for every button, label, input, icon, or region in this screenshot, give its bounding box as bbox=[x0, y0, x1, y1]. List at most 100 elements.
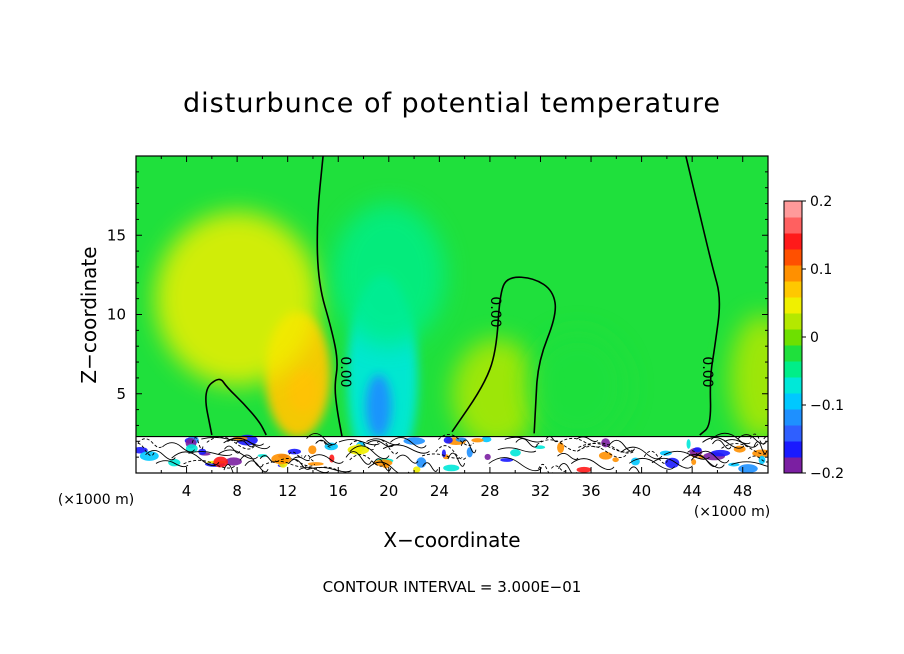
x-tick-label: 16 bbox=[329, 482, 348, 500]
bl-contour bbox=[460, 439, 477, 454]
bl-contour bbox=[515, 438, 538, 448]
bl-contour bbox=[438, 434, 474, 446]
bl-contour bbox=[620, 446, 663, 460]
bl-contour bbox=[137, 438, 163, 449]
bl-contour bbox=[224, 445, 241, 454]
bl-patch bbox=[185, 444, 198, 453]
bl-contour bbox=[488, 457, 543, 472]
zero-contour-3 bbox=[451, 276, 557, 434]
zero-contours bbox=[205, 156, 721, 437]
x-tick-label: 36 bbox=[581, 482, 600, 500]
bl-contour bbox=[315, 440, 333, 448]
bl-patch bbox=[738, 464, 758, 473]
colorbar bbox=[784, 201, 802, 474]
colorbar-swatch bbox=[784, 441, 802, 458]
colorbar-swatch bbox=[784, 249, 802, 266]
bl-contour bbox=[223, 437, 271, 450]
x-unit-right: (×1000 m) bbox=[694, 504, 770, 520]
x-tick-label: 44 bbox=[683, 482, 702, 500]
bl-contour bbox=[731, 461, 768, 467]
colorbar-swatch bbox=[784, 313, 802, 330]
bl-patch bbox=[443, 436, 453, 444]
bl-contour bbox=[191, 437, 204, 450]
bl-patch bbox=[329, 454, 335, 463]
bl-contour bbox=[710, 432, 759, 448]
bl-patch bbox=[510, 449, 521, 457]
boundary-layer-turbulence bbox=[136, 432, 768, 473]
bl-contour bbox=[155, 460, 189, 468]
colorbar-swatch bbox=[784, 265, 802, 282]
colorbar-swatch bbox=[784, 201, 802, 218]
bl-contour bbox=[435, 445, 468, 460]
bl-patch bbox=[686, 439, 691, 449]
bl-contour bbox=[628, 466, 641, 473]
bl-contour bbox=[578, 443, 633, 453]
colorbar-swatch bbox=[784, 457, 802, 474]
bl-contour bbox=[288, 451, 303, 458]
bl-contour bbox=[349, 440, 376, 451]
colorbar-swatch bbox=[784, 345, 802, 362]
bl-contour bbox=[447, 452, 466, 467]
bl-contour bbox=[223, 464, 234, 473]
colorbar-tick-label: 0.2 bbox=[810, 194, 832, 210]
bl-patch bbox=[630, 457, 640, 466]
bl-patch bbox=[441, 449, 446, 458]
colorbar-swatch bbox=[784, 425, 802, 442]
bl-contour bbox=[753, 441, 768, 455]
colorbar-labels: 0.2 0.1 0 −0.1 −0.2 bbox=[802, 194, 844, 482]
bl-contour bbox=[308, 454, 344, 464]
bl-patch bbox=[416, 457, 427, 468]
y-tick-label: 5 bbox=[116, 385, 126, 403]
bl-patch bbox=[443, 464, 460, 472]
bl-contour bbox=[577, 445, 627, 459]
x-tick-label: 28 bbox=[480, 482, 499, 500]
bl-patch bbox=[308, 445, 317, 455]
bl-patch bbox=[307, 462, 324, 466]
bl-contour bbox=[702, 437, 745, 449]
bl-contour bbox=[306, 432, 338, 446]
bl-contour bbox=[162, 442, 195, 453]
bl-contour bbox=[244, 460, 269, 473]
zero-contour-4 bbox=[685, 156, 721, 436]
x-tick-label: 48 bbox=[733, 482, 752, 500]
bl-contour bbox=[338, 439, 380, 446]
bl-contour bbox=[422, 462, 438, 472]
y-tick-label: 15 bbox=[107, 226, 126, 244]
chart-title: disturbunce of potential temperature bbox=[183, 88, 721, 119]
bl-patch bbox=[466, 447, 473, 458]
bl-contour bbox=[559, 437, 603, 448]
bl-patch bbox=[413, 466, 421, 473]
x-tick-label: 20 bbox=[379, 482, 398, 500]
x-tick-label: 40 bbox=[632, 482, 651, 500]
anomaly-warm-49km bbox=[730, 314, 768, 442]
bl-contour bbox=[366, 438, 400, 446]
bl-patch bbox=[728, 462, 740, 467]
bl-contour bbox=[628, 457, 675, 470]
bl-contour bbox=[201, 436, 247, 442]
bl-patch bbox=[347, 445, 370, 455]
anomaly-warm-plume-8km bbox=[154, 211, 320, 386]
bl-contour bbox=[316, 439, 333, 446]
bl-contour bbox=[557, 462, 578, 473]
bl-contour bbox=[206, 436, 255, 450]
bl-contour bbox=[382, 444, 430, 454]
colorbar-tick-label: 0.1 bbox=[810, 262, 832, 278]
bl-contour bbox=[583, 442, 635, 454]
bl-contour bbox=[421, 453, 463, 459]
bl-contour bbox=[497, 447, 537, 453]
bl-patch bbox=[500, 458, 514, 462]
bl-contour bbox=[390, 437, 427, 449]
bl-patch bbox=[481, 436, 492, 443]
bl-contour bbox=[367, 461, 410, 473]
colorbar-swatch bbox=[784, 297, 802, 314]
colorbar-swatch bbox=[784, 217, 802, 234]
bl-contour bbox=[504, 436, 543, 443]
bl-contour bbox=[737, 434, 767, 445]
colorbar-swatch bbox=[784, 377, 802, 394]
bl-contour bbox=[651, 457, 693, 469]
y-axis-ticks: 5 10 15 bbox=[107, 171, 768, 458]
bl-patch bbox=[693, 447, 702, 453]
bl-contour bbox=[687, 450, 702, 456]
bl-contour bbox=[367, 440, 394, 448]
